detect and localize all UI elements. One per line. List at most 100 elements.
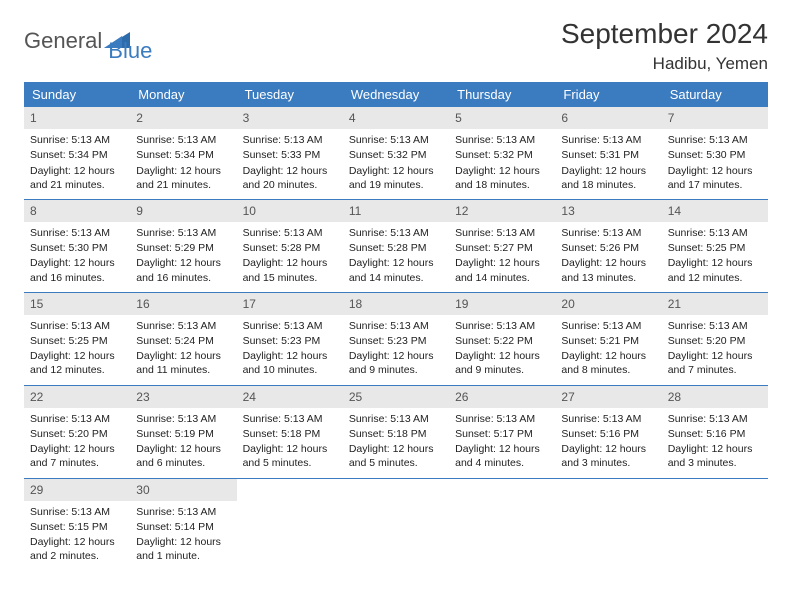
day-body: Sunrise: 5:13 AMSunset: 5:20 PMDaylight:… bbox=[24, 408, 130, 478]
week-row: 22Sunrise: 5:13 AMSunset: 5:20 PMDayligh… bbox=[24, 385, 768, 478]
sunset-line: Sunset: 5:16 PM bbox=[668, 427, 762, 441]
sunset-line: Sunset: 5:30 PM bbox=[30, 241, 124, 255]
day-cell: 15Sunrise: 5:13 AMSunset: 5:25 PMDayligh… bbox=[24, 293, 130, 385]
sunrise-line: Sunrise: 5:13 AM bbox=[136, 226, 230, 240]
sunrise-line: Sunrise: 5:13 AM bbox=[243, 319, 337, 333]
sunset-line: Sunset: 5:27 PM bbox=[455, 241, 549, 255]
day-cell: 18Sunrise: 5:13 AMSunset: 5:23 PMDayligh… bbox=[343, 293, 449, 385]
daylight-line: Daylight: 12 hours and 14 minutes. bbox=[349, 256, 443, 284]
sunrise-line: Sunrise: 5:13 AM bbox=[561, 226, 655, 240]
dow-cell: Wednesday bbox=[343, 82, 449, 107]
day-cell: 2Sunrise: 5:13 AMSunset: 5:34 PMDaylight… bbox=[130, 107, 236, 199]
day-cell: 8Sunrise: 5:13 AMSunset: 5:30 PMDaylight… bbox=[24, 200, 130, 292]
sunset-line: Sunset: 5:20 PM bbox=[30, 427, 124, 441]
day-cell: 24Sunrise: 5:13 AMSunset: 5:18 PMDayligh… bbox=[237, 386, 343, 478]
day-number: 4 bbox=[343, 107, 449, 129]
day-body: Sunrise: 5:13 AMSunset: 5:16 PMDaylight:… bbox=[662, 408, 768, 478]
daylight-line: Daylight: 12 hours and 14 minutes. bbox=[455, 256, 549, 284]
logo-text-general: General bbox=[24, 28, 102, 54]
daylight-line: Daylight: 12 hours and 16 minutes. bbox=[30, 256, 124, 284]
day-number: 1 bbox=[24, 107, 130, 129]
daylight-line: Daylight: 12 hours and 18 minutes. bbox=[455, 164, 549, 192]
location: Hadibu, Yemen bbox=[561, 54, 768, 74]
day-cell: 1Sunrise: 5:13 AMSunset: 5:34 PMDaylight… bbox=[24, 107, 130, 199]
daylight-line: Daylight: 12 hours and 17 minutes. bbox=[668, 164, 762, 192]
weeks-container: 1Sunrise: 5:13 AMSunset: 5:34 PMDaylight… bbox=[24, 107, 768, 570]
day-cell: 17Sunrise: 5:13 AMSunset: 5:23 PMDayligh… bbox=[237, 293, 343, 385]
day-body: Sunrise: 5:13 AMSunset: 5:29 PMDaylight:… bbox=[130, 222, 236, 292]
daylight-line: Daylight: 12 hours and 8 minutes. bbox=[561, 349, 655, 377]
day-number: 13 bbox=[555, 200, 661, 222]
day-cell: 16Sunrise: 5:13 AMSunset: 5:24 PMDayligh… bbox=[130, 293, 236, 385]
day-body: Sunrise: 5:13 AMSunset: 5:17 PMDaylight:… bbox=[449, 408, 555, 478]
day-body: Sunrise: 5:13 AMSunset: 5:34 PMDaylight:… bbox=[130, 129, 236, 199]
day-body: Sunrise: 5:13 AMSunset: 5:21 PMDaylight:… bbox=[555, 315, 661, 385]
day-cell: 28Sunrise: 5:13 AMSunset: 5:16 PMDayligh… bbox=[662, 386, 768, 478]
day-body: Sunrise: 5:13 AMSunset: 5:22 PMDaylight:… bbox=[449, 315, 555, 385]
day-cell: 9Sunrise: 5:13 AMSunset: 5:29 PMDaylight… bbox=[130, 200, 236, 292]
month-title: September 2024 bbox=[561, 18, 768, 50]
sunrise-line: Sunrise: 5:13 AM bbox=[30, 319, 124, 333]
sunrise-line: Sunrise: 5:13 AM bbox=[243, 412, 337, 426]
sunrise-line: Sunrise: 5:13 AM bbox=[349, 133, 443, 147]
day-number: 28 bbox=[662, 386, 768, 408]
daylight-line: Daylight: 12 hours and 3 minutes. bbox=[561, 442, 655, 470]
day-cell: 27Sunrise: 5:13 AMSunset: 5:16 PMDayligh… bbox=[555, 386, 661, 478]
sunrise-line: Sunrise: 5:13 AM bbox=[455, 319, 549, 333]
day-body: Sunrise: 5:13 AMSunset: 5:23 PMDaylight:… bbox=[237, 315, 343, 385]
day-number: 23 bbox=[130, 386, 236, 408]
day-body: Sunrise: 5:13 AMSunset: 5:30 PMDaylight:… bbox=[662, 129, 768, 199]
day-number: 6 bbox=[555, 107, 661, 129]
daylight-line: Daylight: 12 hours and 7 minutes. bbox=[668, 349, 762, 377]
sunset-line: Sunset: 5:18 PM bbox=[349, 427, 443, 441]
sunrise-line: Sunrise: 5:13 AM bbox=[668, 226, 762, 240]
sunset-line: Sunset: 5:31 PM bbox=[561, 148, 655, 162]
day-number: 25 bbox=[343, 386, 449, 408]
sunset-line: Sunset: 5:30 PM bbox=[668, 148, 762, 162]
sunset-line: Sunset: 5:18 PM bbox=[243, 427, 337, 441]
day-number-empty bbox=[237, 479, 343, 501]
daylight-line: Daylight: 12 hours and 18 minutes. bbox=[561, 164, 655, 192]
dow-cell: Sunday bbox=[24, 82, 130, 107]
day-number: 14 bbox=[662, 200, 768, 222]
logo: General Blue bbox=[24, 18, 152, 64]
sunset-line: Sunset: 5:15 PM bbox=[30, 520, 124, 534]
day-number: 19 bbox=[449, 293, 555, 315]
week-row: 15Sunrise: 5:13 AMSunset: 5:25 PMDayligh… bbox=[24, 292, 768, 385]
day-number: 9 bbox=[130, 200, 236, 222]
daylight-line: Daylight: 12 hours and 9 minutes. bbox=[349, 349, 443, 377]
day-body: Sunrise: 5:13 AMSunset: 5:31 PMDaylight:… bbox=[555, 129, 661, 199]
day-body: Sunrise: 5:13 AMSunset: 5:26 PMDaylight:… bbox=[555, 222, 661, 292]
sunrise-line: Sunrise: 5:13 AM bbox=[349, 226, 443, 240]
sunrise-line: Sunrise: 5:13 AM bbox=[455, 133, 549, 147]
sunset-line: Sunset: 5:28 PM bbox=[349, 241, 443, 255]
day-cell: 30Sunrise: 5:13 AMSunset: 5:14 PMDayligh… bbox=[130, 479, 236, 571]
sunrise-line: Sunrise: 5:13 AM bbox=[455, 412, 549, 426]
day-number-empty bbox=[662, 479, 768, 501]
sunset-line: Sunset: 5:25 PM bbox=[30, 334, 124, 348]
sunrise-line: Sunrise: 5:13 AM bbox=[136, 319, 230, 333]
dow-cell: Tuesday bbox=[237, 82, 343, 107]
day-body: Sunrise: 5:13 AMSunset: 5:28 PMDaylight:… bbox=[237, 222, 343, 292]
day-number: 2 bbox=[130, 107, 236, 129]
day-number: 15 bbox=[24, 293, 130, 315]
day-body: Sunrise: 5:13 AMSunset: 5:32 PMDaylight:… bbox=[449, 129, 555, 199]
dow-cell: Monday bbox=[130, 82, 236, 107]
day-body: Sunrise: 5:13 AMSunset: 5:14 PMDaylight:… bbox=[130, 501, 236, 571]
day-cell: 6Sunrise: 5:13 AMSunset: 5:31 PMDaylight… bbox=[555, 107, 661, 199]
day-cell bbox=[555, 479, 661, 571]
day-body: Sunrise: 5:13 AMSunset: 5:16 PMDaylight:… bbox=[555, 408, 661, 478]
day-cell: 20Sunrise: 5:13 AMSunset: 5:21 PMDayligh… bbox=[555, 293, 661, 385]
sunrise-line: Sunrise: 5:13 AM bbox=[136, 133, 230, 147]
day-cell: 12Sunrise: 5:13 AMSunset: 5:27 PMDayligh… bbox=[449, 200, 555, 292]
daylight-line: Daylight: 12 hours and 5 minutes. bbox=[349, 442, 443, 470]
day-number: 18 bbox=[343, 293, 449, 315]
day-body: Sunrise: 5:13 AMSunset: 5:18 PMDaylight:… bbox=[343, 408, 449, 478]
sunrise-line: Sunrise: 5:13 AM bbox=[349, 412, 443, 426]
daylight-line: Daylight: 12 hours and 3 minutes. bbox=[668, 442, 762, 470]
sunrise-line: Sunrise: 5:13 AM bbox=[30, 412, 124, 426]
day-cell: 3Sunrise: 5:13 AMSunset: 5:33 PMDaylight… bbox=[237, 107, 343, 199]
day-cell bbox=[449, 479, 555, 571]
day-number: 17 bbox=[237, 293, 343, 315]
day-body: Sunrise: 5:13 AMSunset: 5:19 PMDaylight:… bbox=[130, 408, 236, 478]
